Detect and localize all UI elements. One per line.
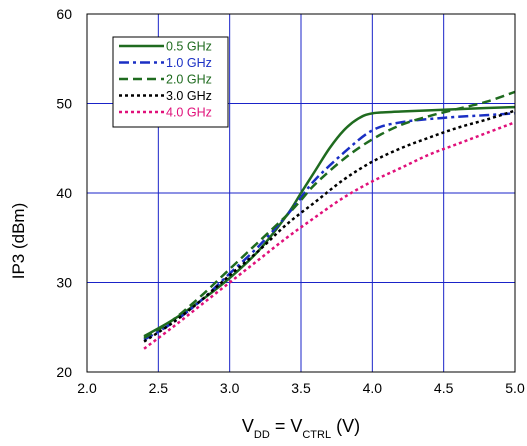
series-layer	[143, 90, 516, 350]
tick-labels: 2.0 2.5 3.0 3.5 4.0 4.5 5.0 20 30 40 50 60	[56, 6, 525, 396]
y-tick-label: 50	[56, 96, 72, 112]
series-line-4-0-ghz	[143, 121, 516, 350]
x-tick-label: 3.0	[220, 380, 240, 396]
series-line-3-0-ghz	[143, 109, 516, 343]
x-tick-label: 4.5	[434, 380, 454, 396]
x-tick-label: 4.0	[363, 380, 383, 396]
x-tick-label: 3.5	[291, 380, 311, 396]
legend-label: 2.0 GHz	[166, 73, 212, 87]
y-axis-label: IP3 (dBm)	[9, 203, 28, 280]
x-tick-label: 2.5	[149, 380, 169, 396]
legend: 0.5 GHz 1.0 GHz 2.0 GHz 3.0 GHz 4.0 GHz	[112, 36, 229, 128]
series-line-2-0-ghz	[143, 90, 516, 340]
y-tick-label: 30	[56, 275, 72, 291]
x-tick-label: 2.0	[77, 380, 97, 396]
legend-label: 4.0 GHz	[166, 106, 212, 120]
legend-label: 1.0 GHz	[166, 56, 212, 70]
plot-area-frame	[86, 13, 516, 373]
x-tick-label: 5.0	[505, 380, 525, 396]
series-line-0-5-ghz	[143, 105, 516, 338]
y-tick-label: 40	[56, 185, 72, 201]
y-tick-label: 20	[56, 364, 72, 380]
legend-label: 3.0 GHz	[166, 89, 212, 103]
x-axis-label: VDD = VCTRL (V)	[242, 416, 360, 441]
y-tick-label: 60	[56, 6, 72, 22]
legend-label: 0.5 GHz	[166, 40, 212, 54]
